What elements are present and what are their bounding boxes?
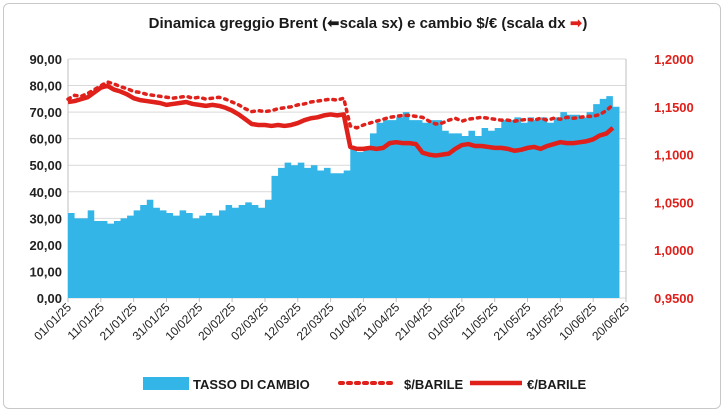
title-part-pre: Dinamica greggio Brent (: [149, 15, 327, 32]
right-tick-label: 0,9500: [654, 291, 694, 306]
legend-label-dollar: $/BARILE: [404, 377, 464, 392]
right-tick-label: 1,1000: [654, 148, 694, 163]
left-tick-label: 70,00: [29, 105, 62, 120]
left-tick-label: 50,00: [29, 158, 62, 173]
left-tick-label: 20,00: [29, 238, 62, 253]
left-tick-label: 80,00: [29, 79, 62, 94]
legend: TASSO DI CAMBIO $/BARILE €/BARILE: [143, 377, 587, 392]
legend-swatch-area: [143, 377, 189, 390]
line-series-euro-barrel: [67, 83, 615, 158]
chart-title: Dinamica greggio Brent (⬅scala sx) e cam…: [149, 15, 588, 32]
area-series-exchange-rate: [68, 96, 620, 298]
line-series-layer: [66, 80, 615, 158]
right-tick-label: 1,1500: [654, 100, 694, 115]
right-axis: 0,9500 1,0000 1,0500 1,1000 1,1500 1,2000: [654, 52, 694, 306]
right-tick-label: 1,2000: [654, 52, 694, 67]
title-part-mid: scala sx) e cambio $/€ (scala dx: [340, 15, 570, 32]
line-series-dollar-barrel: [66, 80, 615, 130]
left-tick-label: 90,00: [29, 52, 62, 67]
right-tick-label: 1,0000: [654, 243, 694, 258]
left-tick-label: 10,00: [29, 264, 62, 279]
left-arrow-icon: ⬅: [327, 15, 340, 32]
title-part-post: ): [582, 15, 587, 32]
legend-label-area: TASSO DI CAMBIO: [193, 377, 310, 392]
left-tick-label: 30,00: [29, 211, 62, 226]
legend-label-euro: €/BARILE: [527, 377, 587, 392]
left-tick-label: 40,00: [29, 185, 62, 200]
left-tick-label: 0,00: [37, 291, 62, 306]
x-axis: 01/01/2511/01/2521/01/2531/01/2510/02/25…: [31, 298, 632, 343]
area-series-path: [68, 96, 620, 298]
left-tick-label: 60,00: [29, 132, 62, 147]
left-axis: 0,00 10,00 20,00 30,00 40,00 50,00 60,00 70,00 8…: [29, 52, 62, 306]
right-arrow-icon: ➡: [570, 15, 583, 32]
right-tick-label: 1,0500: [654, 195, 694, 210]
